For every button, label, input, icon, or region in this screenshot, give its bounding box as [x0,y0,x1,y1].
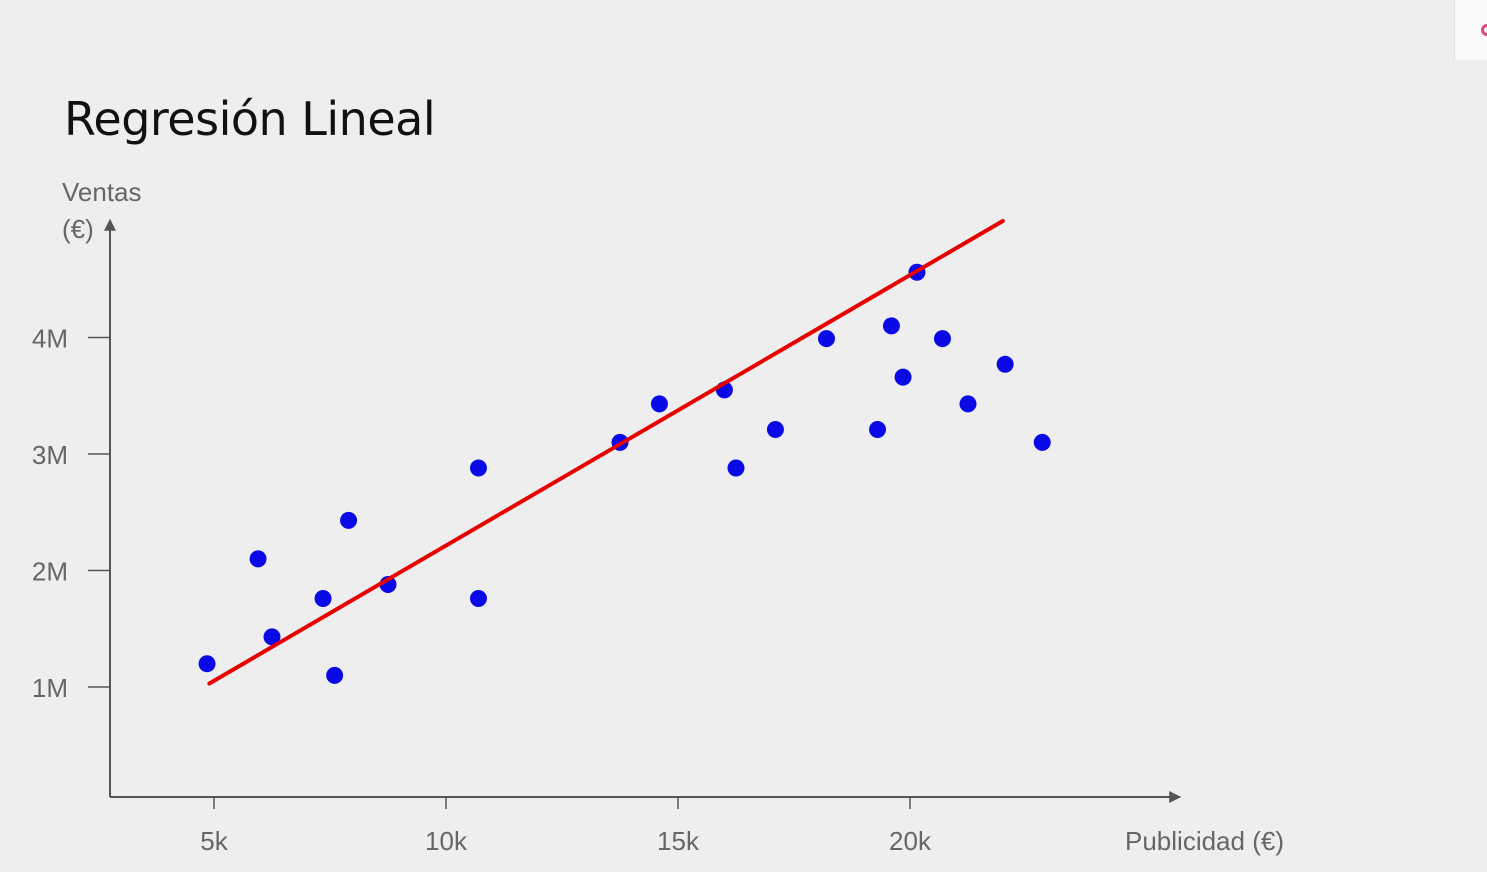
regression-line [207,219,1005,686]
x-tick-label: 15k [657,826,700,856]
y-tick-label: 4M [32,324,68,354]
data-point [314,589,332,607]
page-title: Regresión Lineal [64,92,436,146]
data-point [249,550,267,568]
data-point [326,666,344,684]
data-point [933,330,951,348]
data-point [1033,433,1051,451]
y-axis-label: Ventas (€) [62,174,142,248]
data-point [340,511,358,529]
corner-tab[interactable] [1454,0,1487,60]
y-tick-label: 2M [32,557,68,587]
y-axis-label-line-2: (€) [62,214,94,244]
record-dot-icon [1481,24,1487,36]
x-tick-label: 5k [200,826,228,856]
data-point [882,317,900,335]
data-point [894,368,912,386]
x-tick-label: 20k [889,826,932,856]
y-tick-label: 3M [32,440,68,470]
y-axis-label-line-1: Ventas [62,177,142,207]
data-point [959,395,977,413]
data-point [996,355,1014,373]
data-point [263,628,281,646]
data-point [469,589,487,607]
x-tick-label: 10k [425,826,468,856]
data-point [817,330,835,348]
x-axis-label: Publicidad (€) [1125,826,1284,856]
data-point [469,459,487,477]
data-point [650,395,668,413]
data-point [766,421,784,439]
y-tick-label: 1M [32,673,68,703]
data-point [869,421,887,439]
data-point [198,655,216,673]
data-point [727,459,745,477]
